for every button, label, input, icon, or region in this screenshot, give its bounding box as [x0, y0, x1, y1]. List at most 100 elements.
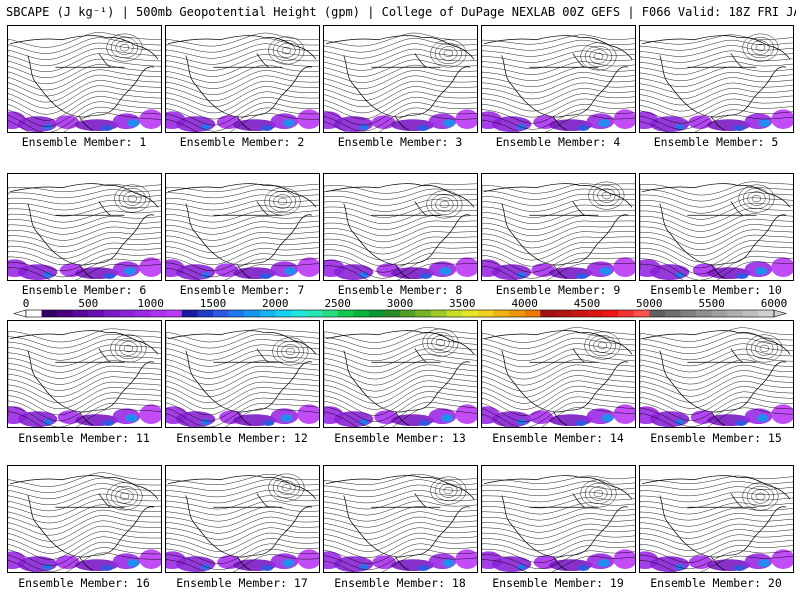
colorbar-segment	[696, 310, 712, 317]
colorbar-segment	[290, 310, 307, 317]
colorbar-tick-label: 0	[23, 297, 30, 310]
ensemble-member-map	[165, 320, 320, 428]
height-contours	[640, 475, 793, 572]
colorbar-tick-label: 3500	[449, 297, 476, 310]
height-contours	[324, 473, 477, 572]
colorbar-segment	[711, 310, 728, 317]
height-contours	[640, 33, 793, 132]
colorbar-segment	[493, 310, 510, 317]
colorbar-segment	[540, 310, 557, 317]
map-svg	[482, 327, 635, 427]
colorbar-segment	[758, 310, 775, 317]
colorbar-segment	[150, 310, 167, 317]
ensemble-member-map	[639, 465, 794, 573]
coastline	[167, 475, 317, 571]
colorbar-segment	[26, 310, 42, 317]
colorbar-svg: 0 500 1000 1500 2000 2500 3000 3500 4000 4500 5000…	[12, 297, 788, 318]
colorbar-tick-label: 1500	[200, 297, 227, 310]
height-contours	[324, 183, 477, 280]
height-contours	[640, 327, 793, 427]
ensemble-member-map	[7, 173, 162, 281]
ensemble-member-label: Ensemble Member: 13	[334, 431, 466, 445]
height-contours	[482, 181, 635, 280]
ensemble-member-label: Ensemble Member: 1	[21, 135, 147, 149]
coastline	[641, 183, 791, 279]
coastline	[167, 330, 317, 426]
coastline	[167, 183, 317, 279]
ensemble-member-map	[7, 320, 162, 428]
ensemble-member-map	[323, 25, 478, 133]
map-svg	[324, 327, 477, 427]
map-svg	[640, 475, 793, 572]
height-contours	[482, 34, 635, 132]
ensemble-member-label: Ensemble Member: 10	[650, 283, 782, 297]
colorbar-segment	[337, 310, 354, 317]
colorbar-segment	[587, 310, 603, 317]
colorbar-segment	[135, 310, 151, 317]
ensemble-member-map	[165, 25, 320, 133]
coastline	[167, 35, 317, 131]
ensemble-member-map	[323, 173, 478, 281]
map-svg	[8, 328, 161, 427]
ensemble-member-label: Ensemble Member: 11	[18, 431, 150, 445]
height-contours	[8, 183, 161, 280]
coastline	[483, 475, 633, 571]
ensemble-member-map	[639, 320, 794, 428]
sbcape-fill	[640, 109, 793, 132]
ensemble-member-map	[481, 320, 636, 428]
ensemble-member-map	[7, 25, 162, 133]
sbcape-fill	[482, 549, 635, 572]
height-contours	[8, 472, 161, 572]
colorbar-segment	[181, 310, 198, 317]
colorbar-segment	[119, 310, 136, 317]
sbcape-fill	[482, 109, 635, 132]
colorbar-segment	[431, 310, 448, 317]
map-svg	[166, 32, 319, 132]
colorbar-tick-label: 5000	[636, 297, 663, 310]
colorbar-segment	[524, 310, 541, 317]
coastline	[325, 330, 475, 426]
colorbar-segment	[72, 310, 89, 317]
sbcape-fill	[324, 549, 477, 572]
colorbar-segment	[446, 310, 463, 317]
colorbar-tick-label: 4000	[511, 297, 538, 310]
ensemble-member-label: Ensemble Member: 14	[492, 431, 624, 445]
colorbar-tick-label: 2500	[324, 297, 351, 310]
colorbar-segment	[103, 310, 120, 317]
ensemble-member-label: Ensemble Member: 16	[18, 576, 150, 590]
colorbar-tick-label: 6000	[761, 297, 788, 310]
sbcape-fill	[8, 257, 161, 280]
colorbar-segment	[368, 310, 385, 317]
sbcape-fill	[640, 549, 793, 572]
chart-title: SBCAPE (J kg⁻¹) | 500mb Geopotential Hei…	[6, 5, 796, 19]
colorbar-tick-label: 4500	[574, 297, 601, 310]
ensemble-member-label: Ensemble Member: 19	[492, 576, 624, 590]
ensemble-member-map	[639, 173, 794, 281]
sbcape-fill	[482, 404, 635, 427]
ensemble-member-map	[323, 465, 478, 573]
ensemble-member-label: Ensemble Member: 15	[650, 431, 782, 445]
ensemble-member-map	[481, 25, 636, 133]
colorbar-segment	[400, 310, 416, 317]
map-svg	[8, 183, 161, 280]
colorbar-segment	[602, 310, 619, 317]
ensemble-member-label: Ensemble Member: 18	[334, 576, 466, 590]
ensemble-member-map	[481, 173, 636, 281]
colorbar-segment	[649, 310, 666, 317]
ensemble-member-label: Ensemble Member: 20	[650, 576, 782, 590]
coastline	[641, 330, 791, 426]
coastline	[325, 183, 475, 279]
sbcape-fill	[324, 257, 477, 280]
colorbar-segment	[57, 310, 74, 317]
colorbar-segment	[384, 310, 401, 317]
height-contours	[324, 327, 477, 427]
colorbar-segment	[680, 310, 697, 317]
height-contours	[166, 183, 319, 280]
colorbar-segment	[618, 310, 635, 317]
sbcape-fill	[640, 404, 793, 427]
sbcape-fill	[166, 404, 319, 427]
ensemble-member-label: Ensemble Member: 12	[176, 431, 308, 445]
colorbar-segment	[88, 310, 105, 317]
ensemble-member-label: Ensemble Member: 8	[337, 283, 463, 297]
map-svg	[640, 181, 793, 280]
